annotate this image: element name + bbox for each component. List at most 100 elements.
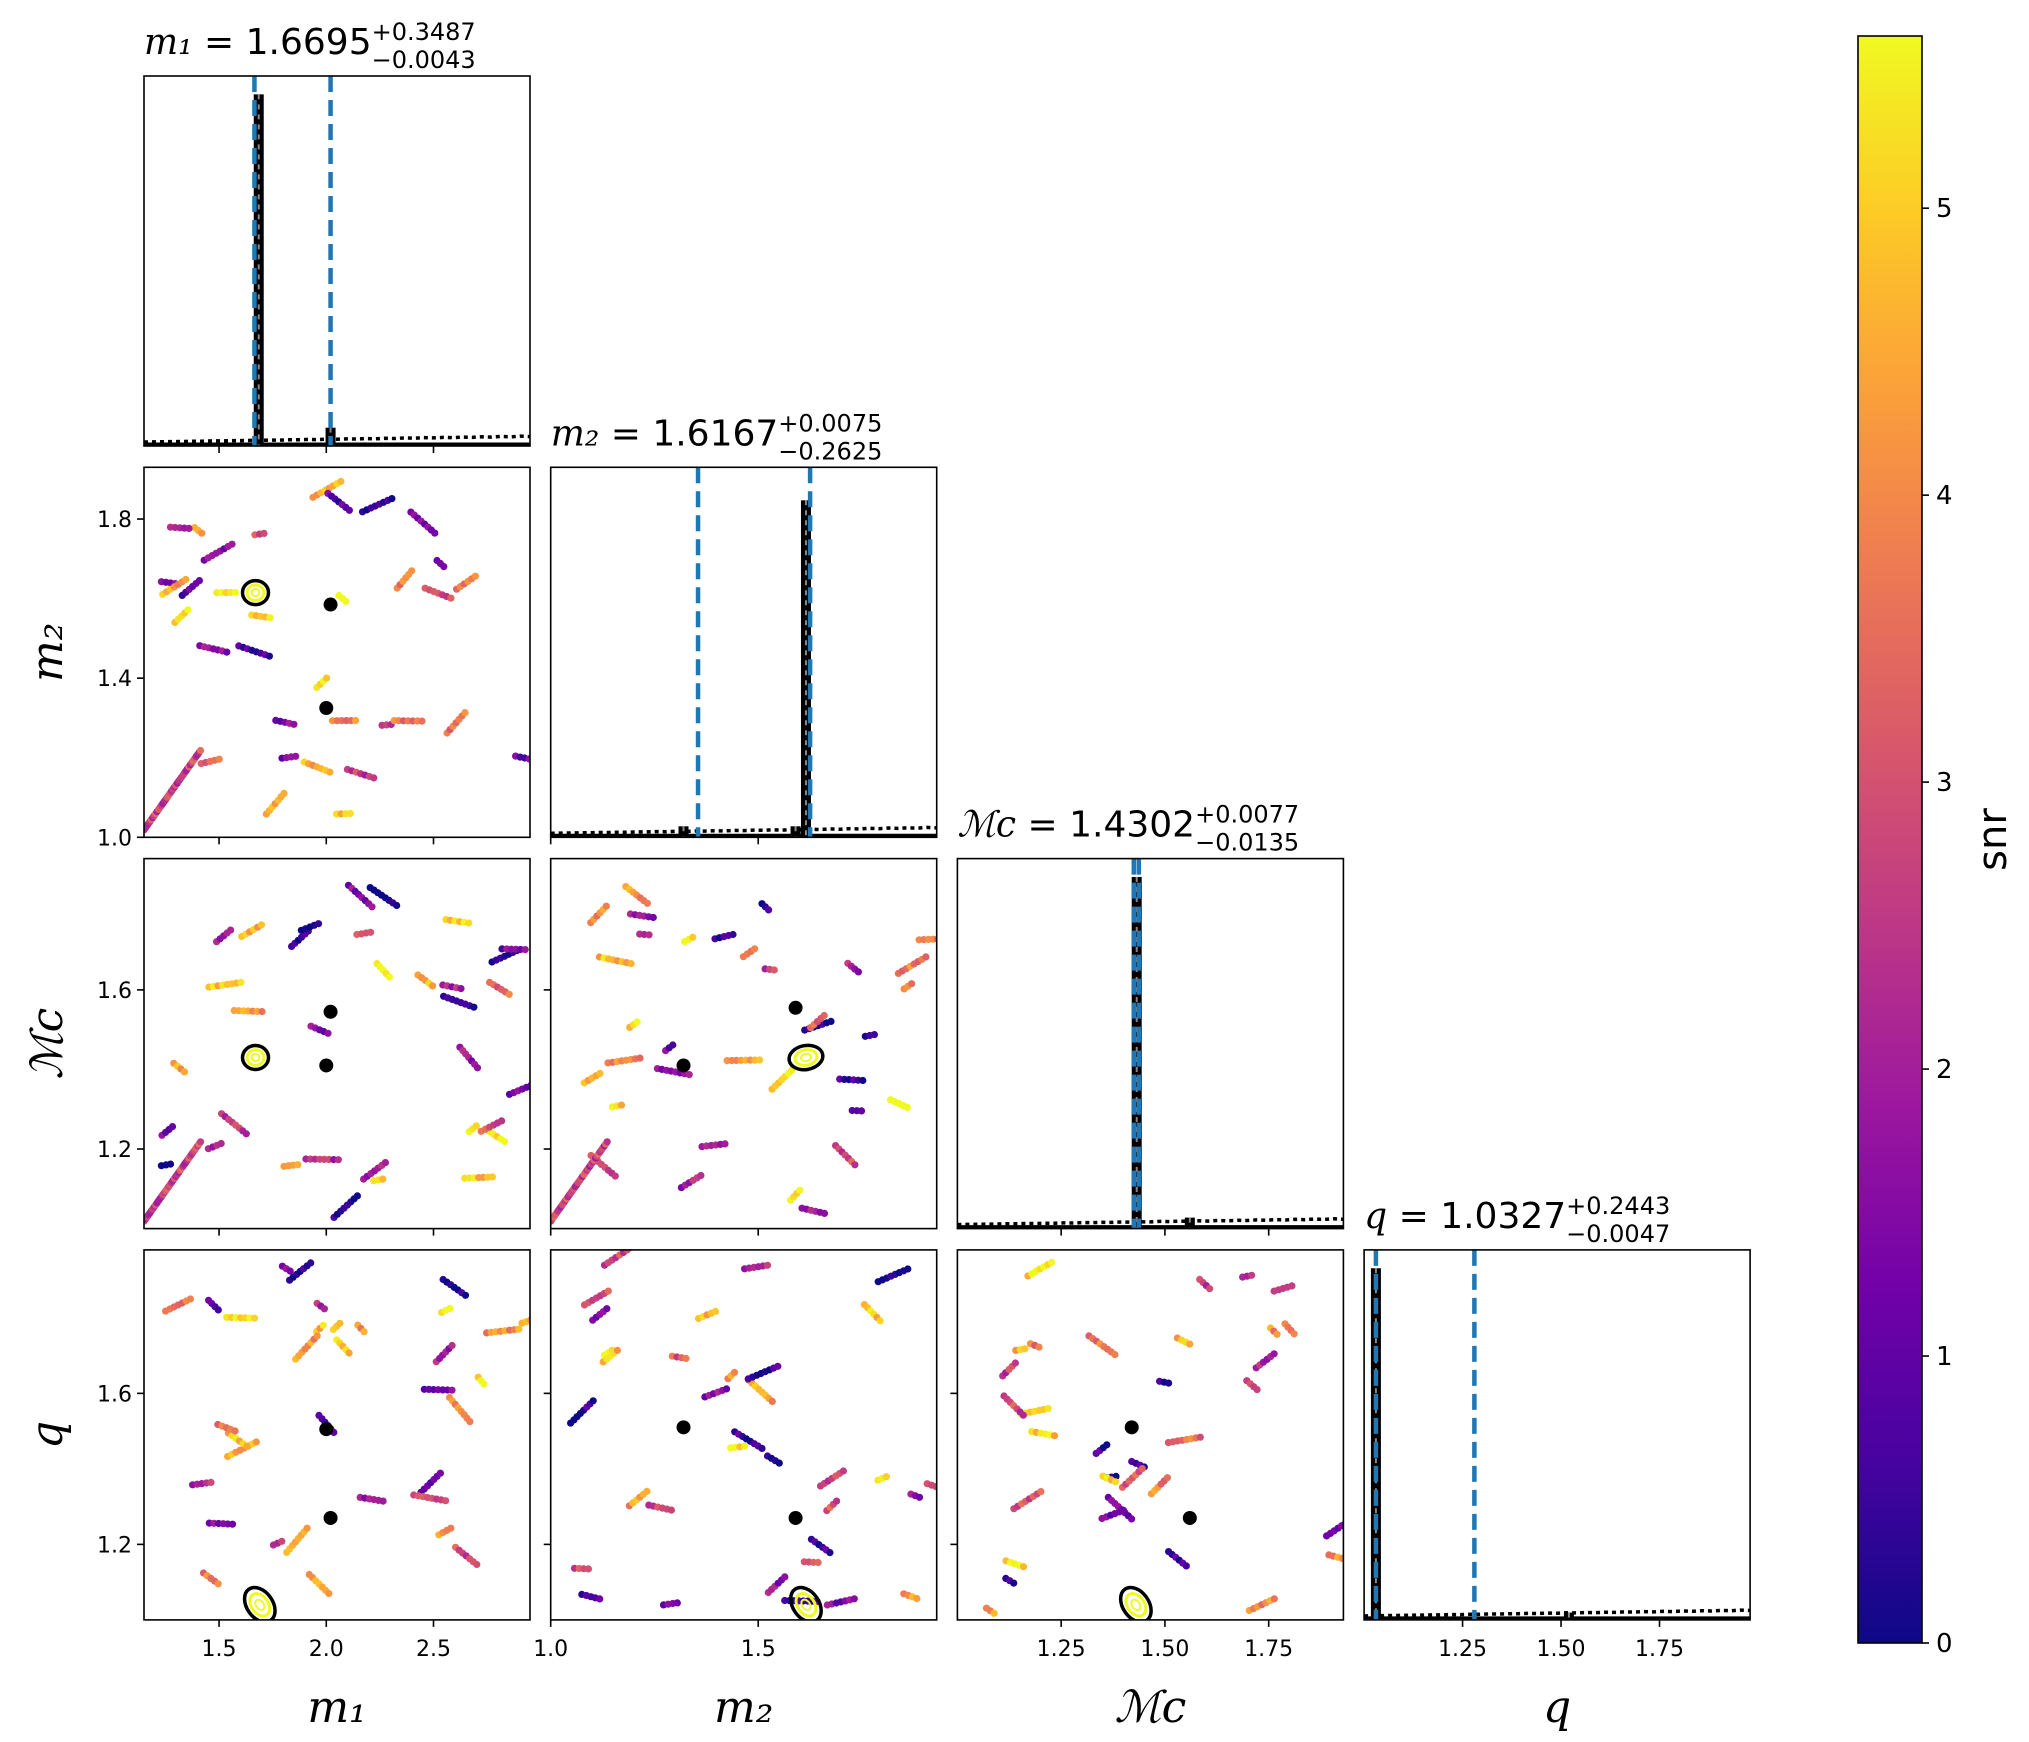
panel-frame	[549, 466, 938, 839]
scatter-point	[904, 1265, 912, 1273]
scatter-point	[1270, 1350, 1278, 1358]
scatter-point	[436, 1469, 444, 1477]
scatter-point	[257, 921, 266, 929]
hist-bar-2	[790, 826, 801, 838]
contour-mid	[245, 1048, 266, 1067]
x-tick-label: 2.5	[416, 1637, 451, 1662]
scatter-point	[470, 1003, 478, 1011]
scatter-point	[408, 567, 416, 575]
scatter-point	[820, 1209, 829, 1217]
scatter-point	[669, 1041, 677, 1049]
scatter-point	[532, 1315, 539, 1322]
scatter-point	[185, 524, 193, 533]
scatter-point	[488, 1173, 496, 1181]
dense-blob	[676, 1058, 691, 1073]
scatter-point	[320, 1305, 328, 1313]
scatter-point	[584, 1565, 593, 1573]
scatter-point	[480, 1380, 488, 1388]
contour-mid	[1124, 1592, 1148, 1618]
scatter-point	[539, 758, 546, 765]
scatter-point	[429, 982, 437, 990]
colorbar-tick-label: 3	[1936, 768, 1953, 798]
colorbar-tick-label: 5	[1936, 194, 1953, 224]
colorbar-tick-label: 1	[1936, 1342, 1953, 1372]
scatter-point	[336, 1319, 344, 1327]
scatter-point	[729, 930, 737, 939]
scatter-point	[515, 1325, 523, 1333]
scatter-point	[756, 1056, 764, 1064]
hist-bar-0	[253, 94, 264, 446]
panel-Mc-Mc: ℳc = 1.4302+0.0077 −0.0135	[956, 801, 1345, 1236]
scatter-point	[814, 1558, 822, 1567]
scatter-point	[186, 1295, 194, 1303]
dense-blob	[319, 1058, 334, 1073]
scatter-point	[325, 1589, 333, 1597]
dense-blob	[788, 1000, 803, 1015]
scatter-point	[826, 1549, 834, 1557]
scatter-point	[243, 1442, 251, 1450]
colorbar-tick-label: 4	[1936, 481, 1953, 511]
scatter-point	[758, 1444, 766, 1452]
dense-blob	[1124, 1420, 1139, 1435]
scatter-point	[198, 529, 206, 537]
scatter-point	[1165, 1379, 1173, 1387]
scatter-point	[1290, 1330, 1298, 1338]
scatter-point	[237, 978, 245, 987]
dense-blob	[319, 700, 334, 715]
scatter-point	[500, 1137, 509, 1146]
scatter-point	[252, 1438, 260, 1446]
scatter-point	[903, 1103, 911, 1111]
contour-inner	[254, 1598, 266, 1611]
scatter-point	[765, 906, 773, 914]
scatter-point	[461, 1291, 470, 1299]
contour-inner	[799, 1052, 813, 1063]
panel-frame	[549, 1249, 938, 1621]
scatter-point	[751, 945, 759, 953]
scatter-point	[207, 1478, 215, 1486]
hist-bar-0	[800, 500, 811, 838]
scatter-point	[1111, 1478, 1120, 1486]
scatter-point	[227, 926, 235, 934]
scatter-point	[851, 1161, 859, 1169]
hist-bar-1	[678, 826, 689, 838]
hist-prior-line	[144, 434, 530, 444]
scatter-point	[498, 1117, 506, 1125]
scatter-point	[673, 1599, 681, 1607]
panel-frame	[143, 75, 531, 447]
scatter-point	[446, 1304, 454, 1312]
x-axis-label-m1: m₁	[307, 1682, 366, 1733]
scatter-point	[941, 1486, 948, 1493]
scatter-point	[596, 1595, 604, 1603]
hist-prior-line	[1364, 1608, 1751, 1618]
scatter-point	[388, 495, 396, 503]
y-tick-label: 1.2	[97, 1138, 132, 1163]
panel-m1-Mc: 1.2 1.6	[97, 857, 531, 1236]
scatter-point	[1050, 1432, 1059, 1440]
scatter-point	[471, 572, 479, 580]
scatter-point	[536, 1314, 543, 1321]
contour-mid	[245, 583, 266, 602]
contour-mid	[793, 1048, 819, 1067]
scatter-point	[870, 1031, 879, 1039]
scatter-point	[184, 606, 192, 614]
scatter-point	[521, 946, 529, 954]
scatter-point	[937, 1485, 944, 1492]
scatter-point	[603, 1305, 611, 1313]
scatter-point	[473, 1064, 482, 1072]
scatter-point	[913, 1594, 921, 1603]
title-m1: m₁ = 1.6695+0.3487 −0.0043	[144, 18, 476, 74]
scatter-point	[859, 1076, 867, 1085]
scatter-point	[461, 709, 469, 717]
scatter-point	[1338, 1522, 1344, 1530]
scatter-point	[292, 752, 300, 760]
scatter-point	[379, 1175, 387, 1183]
x-tick-label: 1.75	[1244, 1637, 1293, 1662]
scatter-point	[447, 1524, 455, 1532]
dense-blob	[319, 1422, 334, 1437]
scatter-point	[763, 1261, 772, 1269]
x-tick-label: 1.5	[202, 1637, 237, 1662]
scatter-point	[381, 1159, 389, 1167]
y-tick-label: 1.6	[97, 1382, 132, 1407]
x-tick-label: 1.50	[1537, 1637, 1586, 1662]
hist-prior-line	[957, 1217, 1344, 1227]
